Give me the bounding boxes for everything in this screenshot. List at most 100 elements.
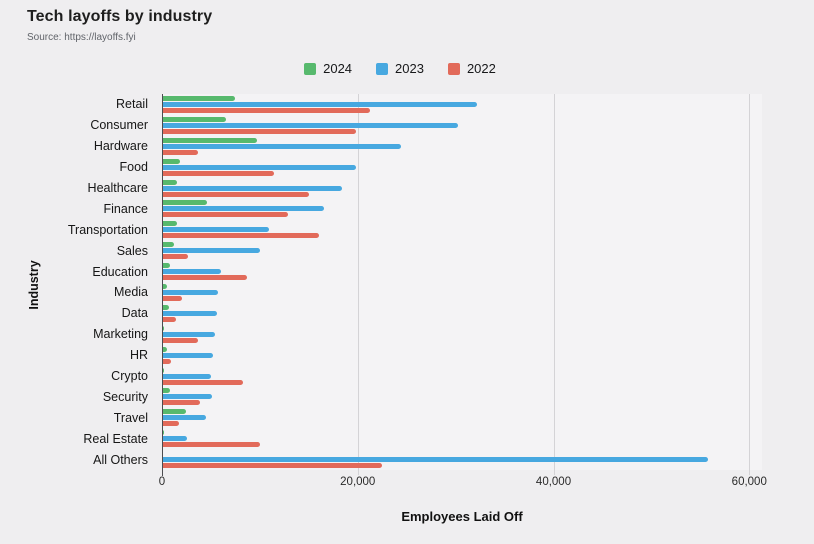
bar-2022-marketing xyxy=(162,337,199,343)
bar-2023-healthcare xyxy=(162,185,343,191)
legend-item-2022: 2022 xyxy=(447,61,496,76)
bar-group-hr xyxy=(162,345,762,366)
bar-group-consumer xyxy=(162,115,762,136)
bar-2023-finance xyxy=(162,206,325,212)
bar-rows xyxy=(162,94,762,470)
bar-2022-sales xyxy=(162,254,189,260)
category-label-consumer: Consumer xyxy=(90,118,148,133)
bar-2022-real-estate xyxy=(162,442,260,448)
legend-item-2023: 2023 xyxy=(376,61,424,76)
bar-2022-media xyxy=(162,295,182,301)
bar-2024-education xyxy=(162,263,170,269)
category-label-travel: Travel xyxy=(113,410,148,425)
bar-2024-consumer xyxy=(162,116,226,122)
bar-group-sales xyxy=(162,240,762,261)
category-label-hr: HR xyxy=(129,348,148,363)
bar-2023-hardware xyxy=(162,143,401,149)
bar-2024-hr xyxy=(162,346,167,352)
bar-2023-travel xyxy=(162,415,207,421)
bar-2023-all-others xyxy=(162,457,709,463)
bar-2024-data xyxy=(162,304,169,310)
bar-2023-hr xyxy=(162,352,213,358)
bar-2024-transportation xyxy=(162,221,177,227)
bar-2022-finance xyxy=(162,212,289,218)
bar-2022-travel xyxy=(162,421,179,427)
legend-label: 2022 xyxy=(466,61,496,76)
plot-area xyxy=(162,94,762,476)
bar-2022-security xyxy=(162,400,201,406)
chart-title: Tech layoffs by industry xyxy=(27,8,213,25)
bar-2024-hardware xyxy=(162,137,257,143)
bar-2023-retail xyxy=(162,101,478,107)
x-tick-label-40000: 40,000 xyxy=(535,476,572,488)
bar-2022-healthcare xyxy=(162,191,309,197)
bar-2023-sales xyxy=(162,248,260,254)
bar-2022-transportation xyxy=(162,233,319,239)
category-label-security: Security xyxy=(102,389,148,404)
category-label-retail: Retail xyxy=(116,97,148,112)
bar-2022-education xyxy=(162,275,248,281)
x-axis-tick-labels: 0 20,000 40,000 60,000 xyxy=(158,476,767,492)
bar-group-hardware xyxy=(162,136,762,157)
category-label-crypto: Crypto xyxy=(111,369,148,384)
bar-2022-crypto xyxy=(162,379,244,385)
bar-2022-consumer xyxy=(162,128,356,134)
bar-2023-data xyxy=(162,310,217,316)
gridline-40000 xyxy=(553,94,555,475)
gridline-60000 xyxy=(749,94,751,475)
bar-2022-all-others xyxy=(162,463,383,469)
category-label-real-estate: Real Estate xyxy=(83,431,148,446)
bar-group-retail xyxy=(162,94,762,115)
bar-group-food xyxy=(162,157,762,178)
legend-label: 2023 xyxy=(395,61,424,76)
bar-group-crypto xyxy=(162,366,762,387)
bar-group-all-others xyxy=(162,449,762,470)
bar-2024-security xyxy=(162,388,170,394)
x-tick-label-0: 0 xyxy=(158,476,166,488)
bar-group-security xyxy=(162,386,762,407)
bar-2024-sales xyxy=(162,242,174,248)
category-label-transportation: Transportation xyxy=(67,222,148,237)
category-label-finance: Finance xyxy=(103,201,148,216)
chart-source: Source: https://layoffs.fyi xyxy=(27,32,136,43)
bar-2023-real-estate xyxy=(162,436,188,442)
category-label-healthcare: Healthcare xyxy=(87,181,148,195)
bar-group-media xyxy=(162,282,762,303)
bar-2023-marketing xyxy=(162,331,215,337)
bar-2023-education xyxy=(162,269,221,275)
bar-2022-food xyxy=(162,170,274,176)
bar-2024-retail xyxy=(162,95,236,101)
bar-group-healthcare xyxy=(162,178,762,199)
bar-2022-hardware xyxy=(162,149,199,155)
bar-group-real-estate xyxy=(162,428,762,449)
bar-group-data xyxy=(162,303,762,324)
legend-swatch-2024 xyxy=(304,62,317,75)
bar-group-travel xyxy=(162,407,762,428)
legend-item-2024: 2024 xyxy=(304,61,352,76)
bar-2022-hr xyxy=(162,358,171,364)
bar-2023-security xyxy=(162,394,212,400)
category-label-sales: Sales xyxy=(116,243,148,258)
bar-group-finance xyxy=(162,198,762,219)
x-tick-label-20000: 20,000 xyxy=(340,476,376,488)
category-label-data: Data xyxy=(121,306,148,321)
bar-2024-healthcare xyxy=(162,179,177,185)
category-label-marketing: Marketing xyxy=(93,327,148,342)
x-axis-title: Employees Laid Off xyxy=(401,509,523,524)
bar-2022-retail xyxy=(162,107,370,113)
bar-2023-crypto xyxy=(162,373,211,379)
bar-2022-data xyxy=(162,316,176,322)
category-label-food: Food xyxy=(119,160,149,175)
y-axis-line xyxy=(162,94,163,476)
bar-2023-transportation xyxy=(162,227,269,233)
legend-swatch-2023 xyxy=(376,62,389,75)
category-label-education: Education xyxy=(92,264,148,279)
bar-group-education xyxy=(162,261,762,282)
category-label-hardware: Hardware xyxy=(93,139,148,154)
bar-group-marketing xyxy=(162,324,762,345)
bar-2023-food xyxy=(162,164,356,170)
gridline-20000 xyxy=(357,94,359,475)
legend: 2024 2023 2022 xyxy=(100,61,700,76)
legend-swatch-2022 xyxy=(447,62,460,75)
